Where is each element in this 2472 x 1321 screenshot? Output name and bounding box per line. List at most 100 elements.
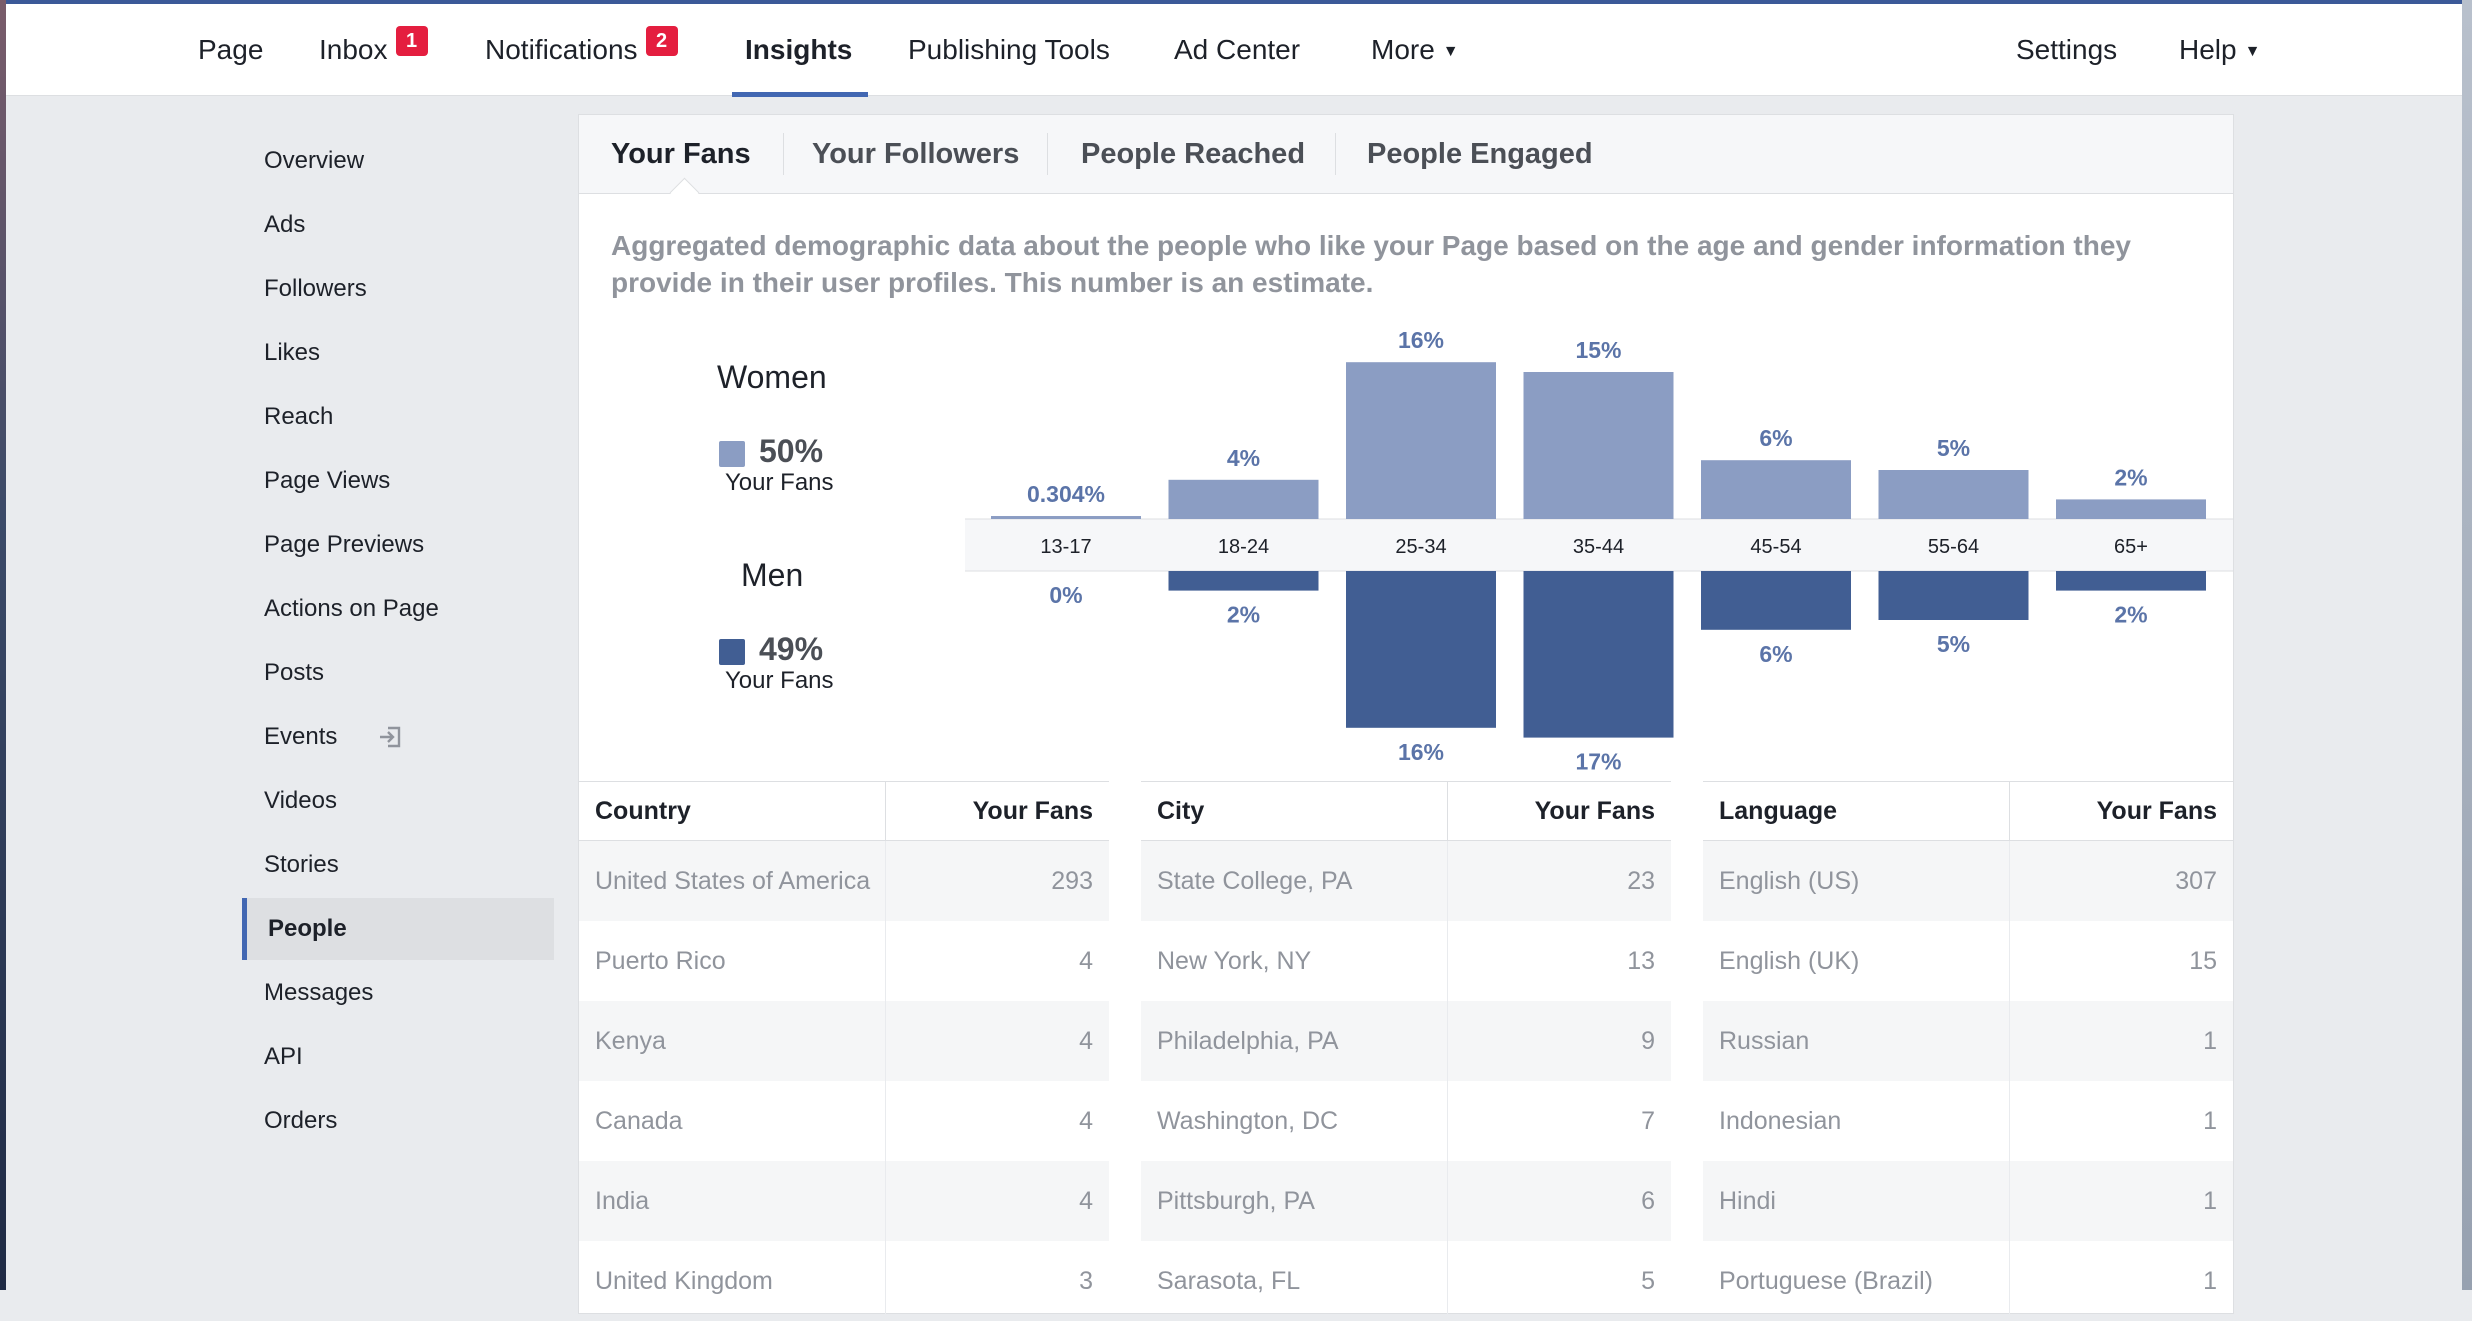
sidebar-item-videos[interactable]: Videos — [264, 787, 337, 814]
sidebar-item-overview[interactable]: Overview — [264, 147, 365, 174]
table-row: Russian 1 — [1703, 1001, 2233, 1081]
table-row: English (US) 307 — [1703, 841, 2233, 921]
sidebar-item-reach[interactable]: Reach — [264, 403, 334, 430]
sidebar-item-stories[interactable]: Stories — [264, 851, 339, 878]
row-value: 1 — [2203, 1187, 2217, 1215]
row-value: 293 — [1051, 867, 1093, 895]
legend-women-pct: 50% — [759, 433, 824, 469]
column-header-your-fans[interactable]: Your Fans — [972, 797, 1093, 825]
sidebar-item-people[interactable]: People — [242, 898, 554, 960]
nav-notifications[interactable]: Notifications 2 — [485, 4, 678, 96]
nav-more[interactable]: More ▼ — [1371, 4, 1459, 96]
row-name: Indonesian — [1719, 1107, 1842, 1135]
external-link-icon — [380, 726, 401, 748]
sidebar-item-page-previews[interactable]: Page Previews — [264, 531, 425, 558]
row-name: Hindi — [1719, 1187, 1776, 1215]
description-text: Aggregated demographic data about the pe… — [611, 230, 2131, 298]
women-label-65+: 2% — [2114, 464, 2147, 490]
column-header-country[interactable]: Country — [595, 797, 691, 825]
sidebar-item-events[interactable]: Events — [242, 706, 554, 768]
sidebar-item-posts[interactable]: Posts — [264, 659, 325, 686]
row-name: United States of America — [595, 867, 871, 895]
desktop-edge-right — [2462, 0, 2472, 1290]
legend-women-sub: Your Fans — [725, 469, 834, 496]
legend-men-swatch — [719, 639, 745, 665]
tab-your-followers[interactable]: Your Followers — [812, 138, 1020, 170]
sidebar-item-page-views[interactable]: Page Views — [264, 467, 391, 494]
insights-card: Your Fans Your Followers People Reached … — [578, 114, 2234, 1321]
row-value: 307 — [2175, 867, 2217, 895]
women-label-18-24: 4% — [1227, 445, 1260, 471]
row-name: Portuguese (Brazil) — [1719, 1267, 1933, 1295]
notifications-badge: 2 — [645, 26, 678, 56]
row-name: India — [595, 1187, 650, 1215]
sidebar-item-ads[interactable]: Ads — [264, 211, 306, 238]
row-name: Pittsburgh, PA — [1157, 1187, 1315, 1215]
nav-help[interactable]: Help ▼ — [2179, 4, 2260, 96]
table-header: City Your Fans — [1141, 781, 1671, 841]
row-value: 4 — [1079, 1027, 1093, 1055]
table-row: Indonesian 1 — [1703, 1081, 2233, 1161]
table-header: Language Your Fans — [1703, 781, 2233, 841]
women-bar-45-54 — [1701, 460, 1851, 519]
row-value: 4 — [1079, 1107, 1093, 1135]
table-row: Kenya 4 — [579, 1001, 1109, 1081]
men-label-13-17: 0% — [1049, 582, 1082, 608]
men-bar-55-64 — [1878, 571, 2029, 620]
row-name: State College, PA — [1157, 867, 1353, 895]
nav-page[interactable]: Page — [198, 34, 264, 65]
men-bar-18-24 — [1168, 571, 1319, 591]
age-tick-18-24: 18-24 — [1218, 536, 1269, 558]
table-row: Sarasota, FL 5 — [1141, 1241, 1671, 1321]
row-value: 15 — [2189, 947, 2217, 975]
table-row: Washington, DC 7 — [1141, 1081, 1671, 1161]
row-value: 1 — [2203, 1107, 2217, 1135]
row-name: Canada — [595, 1107, 683, 1135]
tab-people-engaged[interactable]: People Engaged — [1367, 138, 1593, 170]
desktop-edge-left — [0, 0, 6, 1290]
column-header-city[interactable]: City — [1157, 797, 1205, 825]
row-name: Kenya — [595, 1027, 666, 1055]
nav-insights[interactable]: Insights — [745, 34, 853, 65]
women-label-45-54: 6% — [1759, 425, 1792, 451]
tab-people-reached[interactable]: People Reached — [1081, 138, 1306, 170]
table-row: Philadelphia, PA 9 — [1141, 1001, 1671, 1081]
men-label-55-64: 5% — [1937, 631, 1970, 657]
row-name: Russian — [1719, 1027, 1810, 1055]
sidebar-item-likes[interactable]: Likes — [264, 339, 321, 366]
row-name: Washington, DC — [1157, 1107, 1339, 1135]
country-table: Country Your Fans United States of America… — [579, 781, 1109, 1321]
row-name: Puerto Rico — [595, 947, 726, 975]
men-label-18-24: 2% — [1227, 602, 1260, 628]
column-header-your-fans[interactable]: Your Fans — [2096, 797, 2217, 825]
table-row: United States of America 293 — [579, 841, 1109, 921]
age-gender-chart: 0.304% 0% 13-17 4% 2% 18-24 16% 16% 25-34 15% 17% 3… — [965, 327, 2233, 775]
row-value: 7 — [1641, 1107, 1655, 1135]
men-bar-65+ — [2056, 571, 2206, 591]
sidebar-item-messages[interactable]: Messages — [264, 979, 374, 1006]
table-row: India 4 — [579, 1161, 1109, 1241]
tab-your-fans[interactable]: Your Fans — [611, 138, 751, 170]
women-bar-18-24 — [1168, 479, 1319, 519]
nav-ad-center[interactable]: Ad Center — [1174, 34, 1301, 65]
table-row: English (UK) 15 — [1703, 921, 2233, 1001]
row-value: 1 — [2203, 1267, 2217, 1295]
sidebar-item-actions-on-page[interactable]: Actions on Page — [264, 595, 439, 622]
sidebar-item-api[interactable]: API — [264, 1043, 303, 1070]
column-header-your-fans[interactable]: Your Fans — [1534, 797, 1655, 825]
men-label-45-54: 6% — [1759, 641, 1792, 667]
men-label-65+: 2% — [2114, 602, 2147, 628]
nav-publishing-tools[interactable]: Publishing Tools — [908, 34, 1110, 65]
nav-inbox[interactable]: Inbox 1 — [319, 4, 428, 96]
sidebar-item-followers[interactable]: Followers — [264, 275, 367, 302]
nav-settings[interactable]: Settings — [2016, 34, 2118, 65]
row-value: 13 — [1627, 947, 1655, 975]
sidebar-item-orders[interactable]: Orders — [264, 1107, 338, 1134]
table-row: Canada 4 — [579, 1081, 1109, 1161]
row-value: 4 — [1079, 1187, 1093, 1215]
column-header-language[interactable]: Language — [1719, 797, 1838, 825]
women-label-25-34: 16% — [1398, 327, 1444, 353]
caret-down-icon: ▼ — [2244, 43, 2261, 60]
legend-women-swatch — [719, 441, 745, 467]
age-axis-band — [965, 519, 2233, 571]
